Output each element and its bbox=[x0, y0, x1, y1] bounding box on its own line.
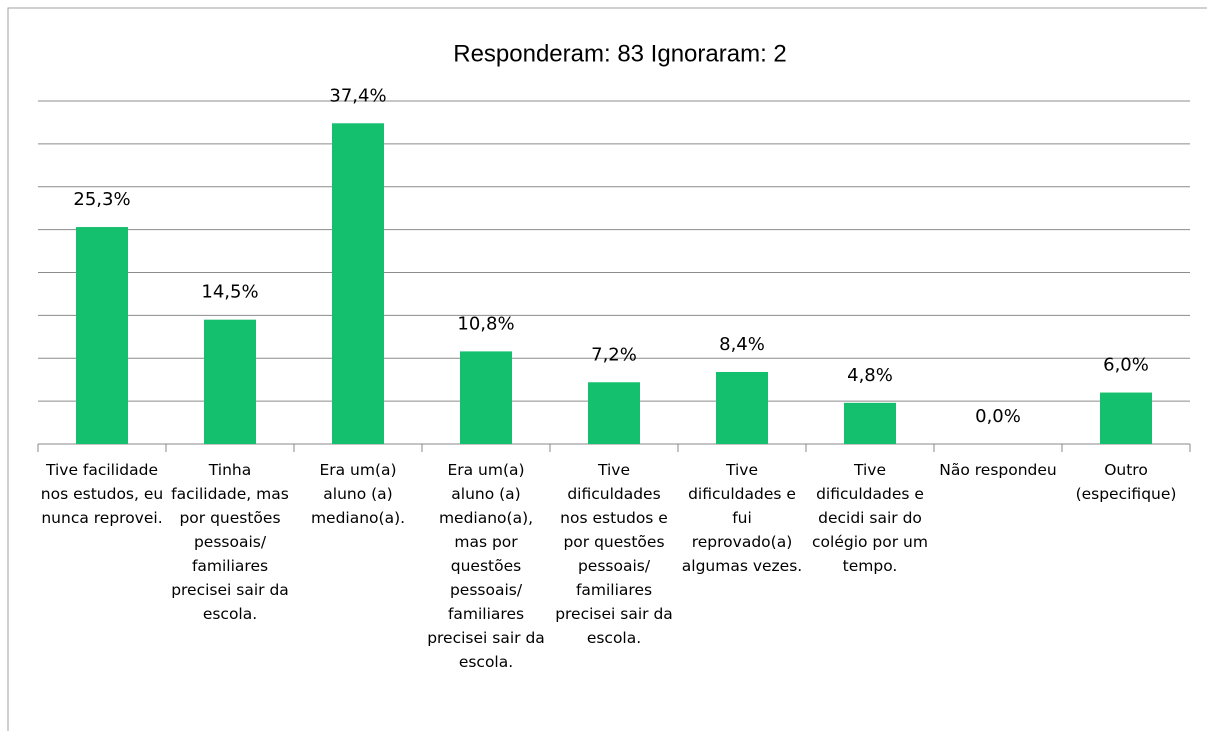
x-tick-label: Não respondeu bbox=[939, 461, 1057, 479]
chart-frame bbox=[7, 7, 1207, 731]
bar bbox=[76, 227, 128, 444]
data-label: 37,4% bbox=[329, 85, 386, 106]
bar bbox=[332, 123, 384, 445]
x-tick-label: Era um(a) aluno (a) mediano(a), mas por … bbox=[427, 461, 545, 671]
bar bbox=[716, 371, 768, 444]
x-tick-label: Tive facilidade nos estudos, eu nunca re… bbox=[40, 461, 164, 527]
x-label-box: Era um(a) aluno (a) mediano(a), mas por … bbox=[427, 461, 545, 671]
bar bbox=[844, 402, 896, 444]
x-label-box: Não respondeu bbox=[939, 461, 1057, 479]
data-label: 6,0% bbox=[1103, 355, 1149, 376]
bar bbox=[588, 382, 640, 444]
x-tick-label: Tive dificuldades e decidi sair do colég… bbox=[812, 461, 928, 575]
data-label: 10,8% bbox=[457, 313, 514, 334]
chart-title: Responderam: 83 Ignoraram: 2 bbox=[453, 40, 787, 67]
x-label-box: Tinha facilidade, mas por questões pesso… bbox=[171, 461, 289, 623]
x-label-box: Tive facilidade nos estudos, eu nunca re… bbox=[40, 461, 164, 527]
x-label-box: Tive dificuldades e decidi sair do colég… bbox=[812, 461, 928, 575]
data-label: 4,8% bbox=[847, 365, 893, 386]
x-label-box: Era um(a) aluno (a) mediano(a). bbox=[310, 461, 406, 527]
data-label: 7,2% bbox=[591, 344, 637, 365]
x-tick-label: Era um(a) aluno (a) mediano(a). bbox=[310, 461, 406, 527]
data-label: 14,5% bbox=[201, 282, 258, 303]
bar bbox=[204, 319, 256, 444]
data-label: 0,0% bbox=[975, 406, 1021, 427]
bar bbox=[460, 351, 512, 444]
x-label-box: Tive dificuldades nos estudos e por ques… bbox=[555, 461, 673, 647]
x-tick-label: Outro (especifique) bbox=[1075, 461, 1177, 503]
x-tick-label: Tinha facilidade, mas por questões pesso… bbox=[171, 461, 289, 623]
bar bbox=[1100, 392, 1152, 444]
data-label: 25,3% bbox=[73, 189, 130, 210]
data-label: 8,4% bbox=[719, 334, 765, 355]
x-tick-label: Tive dificuldades nos estudos e por ques… bbox=[555, 461, 673, 647]
x-label-box: Tive dificuldades e fui reprovado(a) alg… bbox=[681, 461, 803, 575]
x-label-box: Outro (especifique) bbox=[1075, 461, 1177, 503]
x-tick-label: Tive dificuldades e fui reprovado(a) alg… bbox=[681, 461, 803, 575]
